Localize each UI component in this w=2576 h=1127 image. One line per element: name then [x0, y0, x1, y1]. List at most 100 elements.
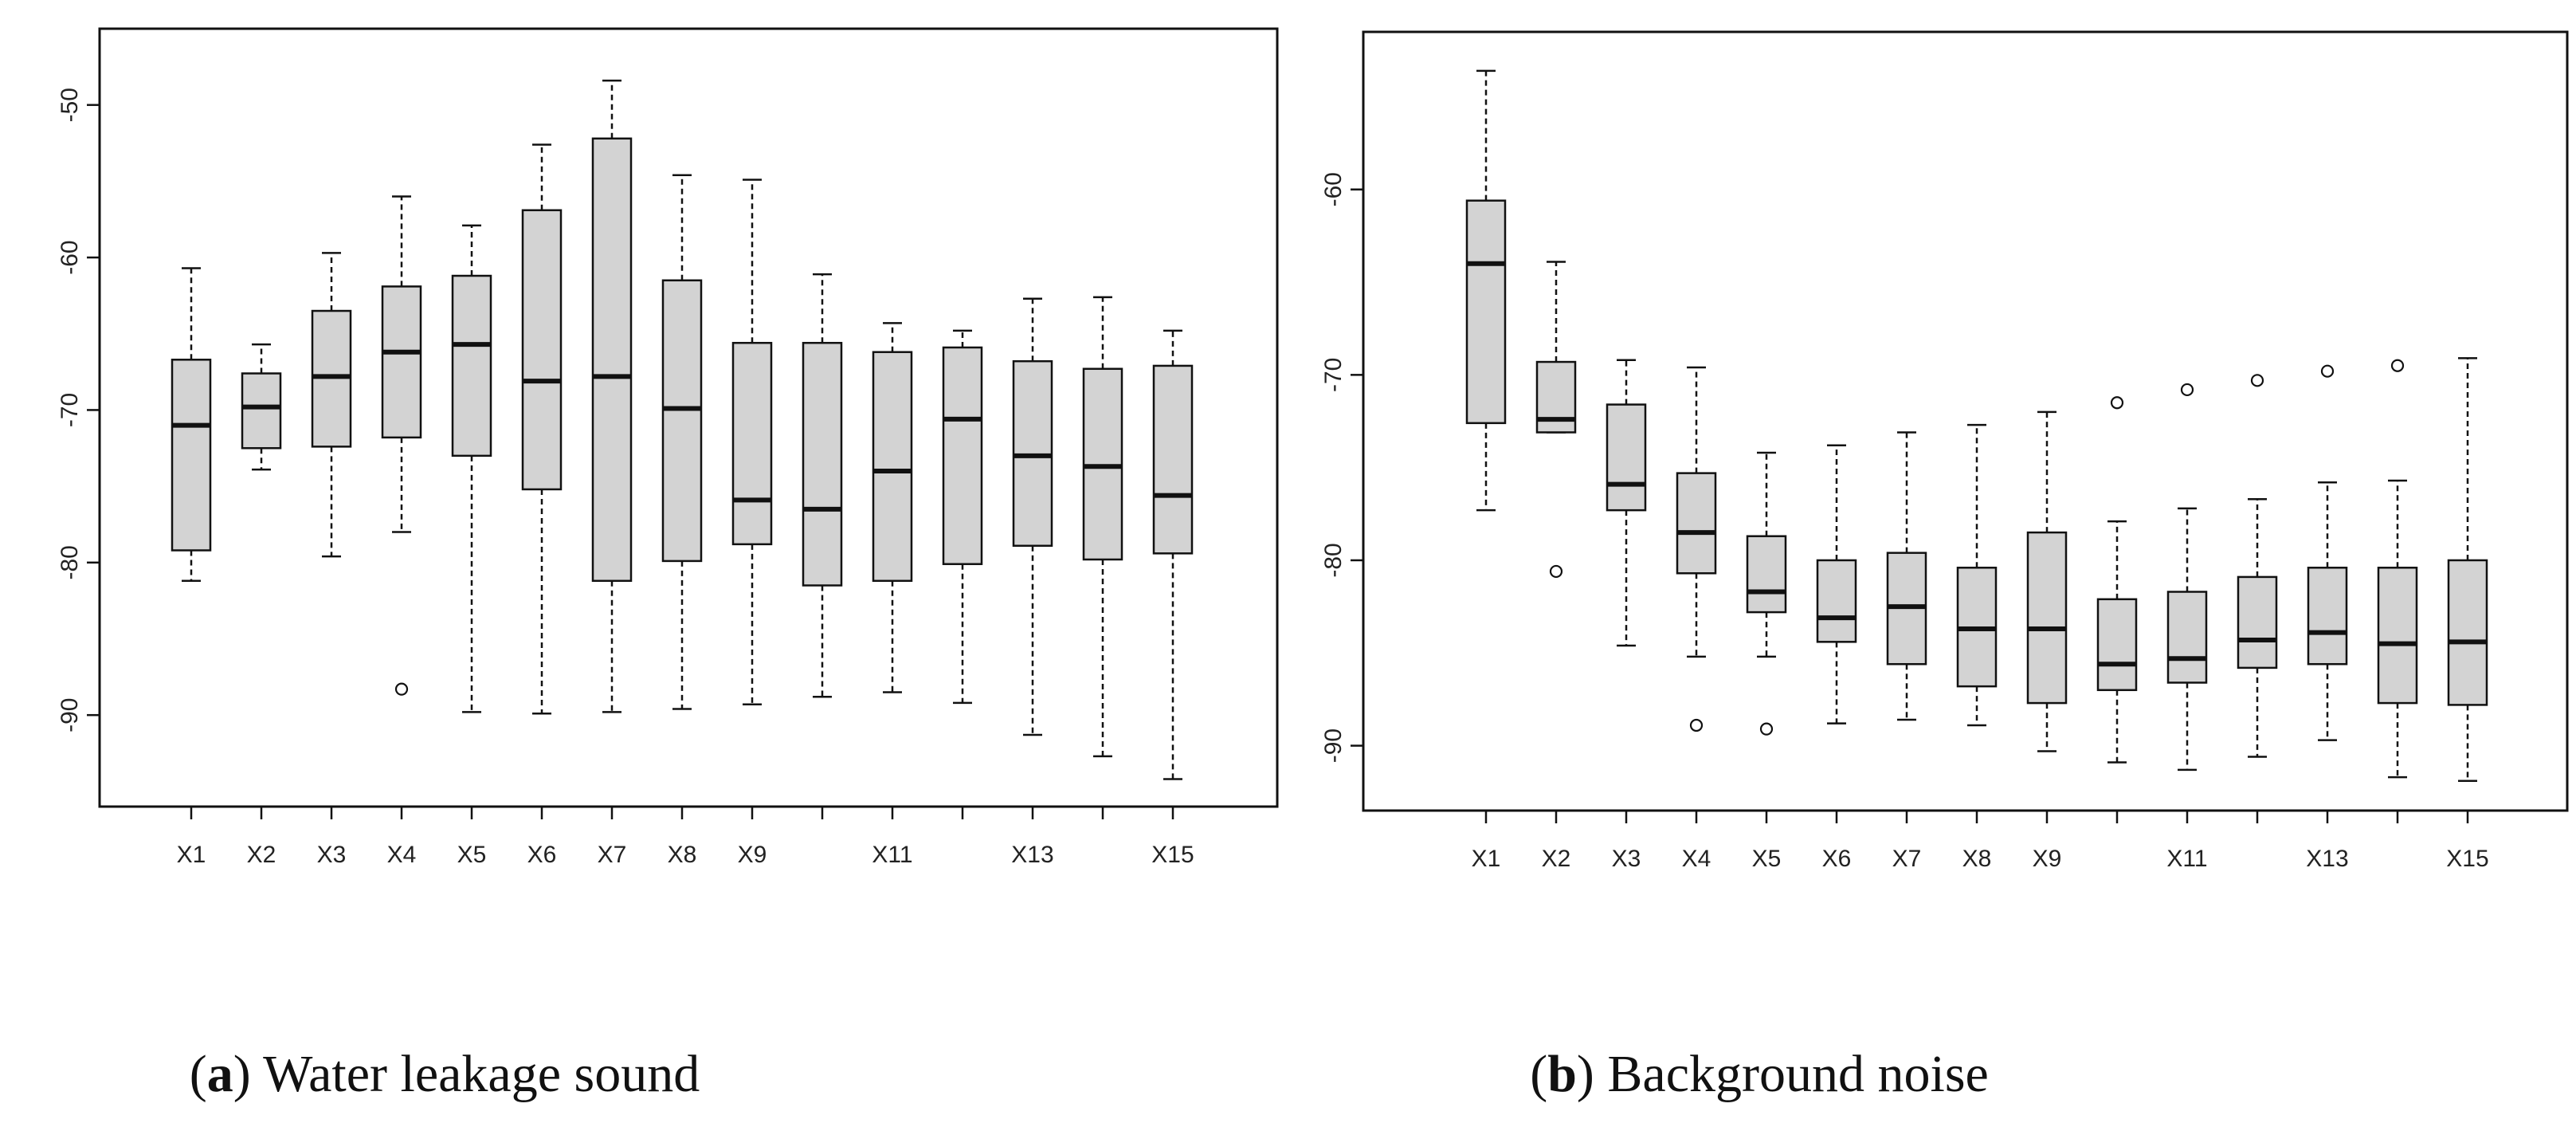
- box-iqr: [661, 279, 703, 563]
- y-tick-label: -50: [57, 88, 83, 122]
- box-iqr: [802, 341, 843, 587]
- box-x8: [661, 174, 703, 710]
- box-x12: [942, 329, 983, 705]
- box-x9: [731, 179, 773, 706]
- box-x6: [521, 143, 563, 715]
- panel-water-leakage: -50 -60 -70 -80 -90 X1 X2 X3 X4 X5 X6 X7 X8 X9 X11 X13 X…: [57, 27, 1279, 1103]
- box-x7: [591, 79, 633, 713]
- y-tick-label: -70: [57, 393, 83, 427]
- plot-frame: [1362, 30, 2569, 812]
- boxplot-background-noise: -60 -70 -80 -90 X1 X2 X3 X4 X5 X6 X7 X8 X9 X11 X13 X15: [1320, 30, 2569, 872]
- box-x6: [1816, 444, 1857, 724]
- box-iqr: [2166, 591, 2208, 684]
- x-tick-label: X1: [1472, 846, 1501, 872]
- box-iqr: [2096, 598, 2138, 692]
- box-iqr: [1535, 360, 1577, 434]
- box-iqr: [872, 351, 913, 583]
- box-x11: [872, 322, 913, 693]
- box-iqr: [2026, 531, 2068, 705]
- y-tick-label: -80: [57, 545, 83, 579]
- box-iqr: [171, 359, 212, 552]
- outlier-point: [1759, 722, 1774, 736]
- box-x4: [1676, 366, 1717, 732]
- box-iqr: [942, 346, 983, 565]
- x-tick-label: X13: [1011, 842, 1053, 868]
- x-tick-label: X5: [457, 842, 487, 868]
- y-tick-label: -60: [57, 240, 83, 274]
- caption-b: (b) Background noise: [1530, 1045, 1989, 1103]
- x-tick-label: X15: [2446, 846, 2488, 872]
- x-tick-label: X2: [247, 842, 276, 868]
- y-tick-label: -60: [1320, 172, 1347, 206]
- box-x3: [1606, 359, 1647, 647]
- x-tick-label: X7: [1892, 846, 1922, 872]
- box-x4: [381, 195, 422, 696]
- box-iqr: [2307, 567, 2348, 666]
- x-tick-label: X11: [872, 842, 912, 868]
- box-x14: [1082, 296, 1123, 758]
- box-iqr: [1606, 403, 1647, 512]
- x-tick-label: X4: [387, 842, 417, 868]
- box-x13: [1012, 297, 1053, 736]
- box-iqr: [521, 209, 563, 491]
- plot-frame: [98, 27, 1279, 808]
- outlier-point: [2390, 359, 2405, 372]
- box-x9: [2026, 410, 2068, 752]
- box-x13: [2307, 364, 2348, 741]
- box-x2: [1535, 261, 1577, 579]
- y-tick-label: -90: [1320, 728, 1347, 763]
- box-iqr: [1152, 364, 1194, 555]
- box-x10: [2096, 396, 2138, 764]
- box-x1: [1465, 69, 1507, 512]
- x-tick-label: X6: [527, 842, 557, 868]
- boxplot-water-leakage: -50 -60 -70 -80 -90 X1 X2 X3 X4 X5 X6 X7 X8 X9 X11 X13 X…: [57, 27, 1279, 868]
- caption-a-text: Water leakage sound: [263, 1045, 700, 1103]
- box-x5: [451, 224, 492, 713]
- box-iqr: [1746, 535, 1787, 614]
- x-tick-label: X9: [738, 842, 767, 868]
- x-tick-label: X8: [1962, 846, 1992, 872]
- outlier-point: [2110, 396, 2124, 410]
- box-x5: [1746, 451, 1787, 736]
- box-x7: [1886, 431, 1927, 721]
- x-tick-label: X3: [1612, 846, 1641, 872]
- x-tick-label: X4: [1682, 846, 1711, 872]
- box-x1: [171, 267, 212, 583]
- caption-b-letter: b: [1547, 1045, 1577, 1103]
- box-iqr: [2447, 559, 2488, 706]
- outlier-point: [1549, 564, 1563, 579]
- box-x15: [2447, 357, 2488, 783]
- box-x3: [311, 252, 352, 558]
- x-tick-label: X6: [1822, 846, 1852, 872]
- x-tick-label: X3: [317, 842, 347, 868]
- caption-b-text: Background noise: [1607, 1045, 1989, 1103]
- box-x12: [2237, 374, 2278, 758]
- box-iqr: [591, 137, 633, 583]
- box-x14: [2377, 359, 2418, 779]
- outlier-point: [394, 682, 409, 696]
- box-iqr: [1676, 472, 1717, 575]
- box-x8: [1956, 423, 1998, 727]
- box-iqr: [451, 274, 492, 457]
- caption-a: (a) Water leakage sound: [189, 1045, 700, 1103]
- x-tick-label: X2: [1542, 846, 1571, 872]
- caption-a-letter: a: [206, 1045, 233, 1103]
- y-tick-label: -90: [57, 697, 83, 732]
- outlier-point: [2180, 383, 2194, 397]
- y-tick-label: -80: [1320, 543, 1347, 577]
- box-x10: [802, 273, 843, 698]
- box-iqr: [731, 341, 773, 546]
- x-tick-label: X8: [668, 842, 697, 868]
- box-iqr: [381, 285, 422, 439]
- x-tick-label: X13: [2306, 846, 2348, 872]
- y-tick-label: -70: [1320, 358, 1347, 392]
- box-iqr: [2237, 575, 2278, 670]
- x-tick-label: X11: [2166, 846, 2207, 872]
- x-tick-label: X1: [177, 842, 206, 868]
- box-x11: [2166, 383, 2208, 772]
- box-x15: [1152, 329, 1194, 780]
- x-tick-label: X9: [2033, 846, 2062, 872]
- box-x2: [241, 343, 282, 471]
- x-tick-label: X15: [1151, 842, 1194, 868]
- box-iqr: [2377, 567, 2418, 705]
